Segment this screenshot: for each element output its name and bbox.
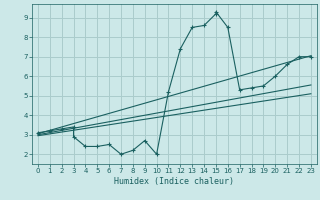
X-axis label: Humidex (Indice chaleur): Humidex (Indice chaleur) — [115, 177, 234, 186]
